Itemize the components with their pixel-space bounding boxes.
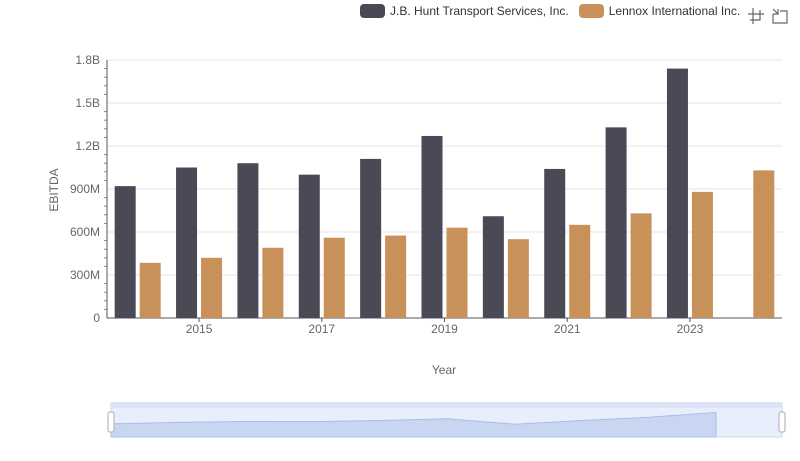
toolbox [746,6,794,26]
bar-jbhunt-2023[interactable] [666,68,688,318]
bar-jbhunt-2017[interactable] [298,174,320,318]
zoom-reset-icon[interactable] [770,6,790,26]
y-tick-label: 600M [70,225,100,239]
bars [114,68,775,319]
bar-jbhunt-2022[interactable] [605,127,627,318]
bar-jbhunt-2014[interactable] [114,186,136,318]
legend-swatch-jbhunt [360,4,385,18]
legend: J.B. Hunt Transport Services, Inc. Lenno… [360,4,750,18]
bar-jbhunt-2015[interactable] [176,167,198,319]
legend-label-lennox: Lennox International Inc. [608,4,741,18]
data-zoom-slider[interactable] [107,402,786,438]
y-tick-label: 300M [70,268,100,282]
bar-jbhunt-2020[interactable] [482,216,504,318]
y-tick-label: 900M [70,182,100,196]
y-axis: 0 300M 600M 900M 1.2B 1.5B 1.8B [70,53,108,325]
x-tick-label: 2021 [554,322,581,336]
bar-lennox-2022[interactable] [630,213,652,318]
zoom-handle-left[interactable] [107,411,115,433]
bar-jbhunt-2019[interactable] [421,135,443,318]
y-axis-title: EBITDA [47,168,61,211]
zoom-slider-top-bar[interactable] [111,402,782,408]
y-tick-label: 1.5B [75,96,100,110]
bar-lennox-2024[interactable] [753,170,775,318]
bar-lennox-2014[interactable] [139,262,161,318]
legend-swatch-lennox [578,4,604,18]
x-tick-label: 2017 [308,322,335,336]
legend-label-jbhunt: J.B. Hunt Transport Services, Inc. [390,4,569,18]
y-tick-label: 0 [93,311,100,325]
legend-item-lennox[interactable]: Lennox International Inc. [578,4,741,18]
x-tick-label: 2023 [677,322,704,336]
bar-lennox-2015[interactable] [201,257,223,318]
bar-jbhunt-2018[interactable] [360,158,382,318]
bar-lennox-2018[interactable] [385,235,407,318]
bar-lennox-2016[interactable] [262,247,284,318]
x-axis-title: Year [432,363,456,377]
zoom-icon[interactable] [746,6,766,26]
bar-lennox-2017[interactable] [323,237,345,318]
x-axis: 2015 2017 2019 2021 2023 [107,317,782,336]
legend-item-jbhunt[interactable]: J.B. Hunt Transport Services, Inc. [360,4,569,18]
bar-jbhunt-2021[interactable] [544,168,566,318]
bar-lennox-2020[interactable] [507,239,529,318]
y-tick-label: 1.8B [75,53,100,67]
bar-lennox-2021[interactable] [569,224,591,318]
zoom-handle-right[interactable] [778,411,786,433]
y-tick-label: 1.2B [75,139,100,153]
bar-jbhunt-2016[interactable] [237,163,259,318]
x-tick-label: 2015 [186,322,213,336]
bar-lennox-2019[interactable] [446,227,468,318]
bar-lennox-2023[interactable] [691,191,713,318]
zoom-preview-area [110,411,717,438]
x-tick-label: 2019 [431,322,458,336]
